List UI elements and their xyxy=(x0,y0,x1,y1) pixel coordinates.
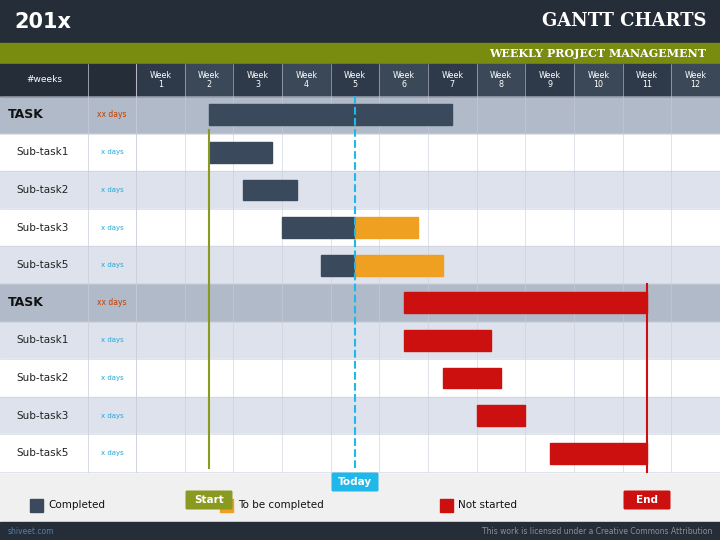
Bar xyxy=(0,96,720,472)
Text: #weeks: #weeks xyxy=(26,76,62,84)
Bar xyxy=(0,246,720,284)
Text: To be completed: To be completed xyxy=(238,500,324,510)
FancyBboxPatch shape xyxy=(624,490,670,510)
Bar xyxy=(443,368,501,388)
Text: TASK: TASK xyxy=(8,296,44,309)
Bar xyxy=(0,322,720,359)
Bar xyxy=(0,171,720,209)
Bar xyxy=(30,498,43,511)
Bar xyxy=(355,255,443,275)
Text: GANTT CHARTS: GANTT CHARTS xyxy=(541,12,706,30)
Text: Today: Today xyxy=(338,477,372,487)
Bar xyxy=(0,133,720,171)
Bar xyxy=(526,64,574,96)
Bar xyxy=(623,64,671,96)
Bar xyxy=(0,434,720,472)
Text: 201x: 201x xyxy=(14,11,71,31)
Bar xyxy=(404,293,647,313)
Bar xyxy=(233,64,282,96)
Text: Week
3: Week 3 xyxy=(247,71,269,89)
Text: Sub-task3: Sub-task3 xyxy=(16,222,68,233)
Text: TASK: TASK xyxy=(8,109,44,122)
Text: This work is licensed under a Creative Commons Attribution: This work is licensed under a Creative C… xyxy=(482,526,712,536)
Text: x days: x days xyxy=(101,150,123,156)
Text: x days: x days xyxy=(101,375,123,381)
Text: Week
5: Week 5 xyxy=(344,71,366,89)
Bar xyxy=(209,142,272,163)
Text: Sub-task5: Sub-task5 xyxy=(16,260,68,270)
Bar xyxy=(404,330,491,351)
Text: x days: x days xyxy=(101,262,123,268)
Bar xyxy=(0,64,136,96)
Text: Week
11: Week 11 xyxy=(636,71,658,89)
Text: WEEKLY PROJECT MANAGEMENT: WEEKLY PROJECT MANAGEMENT xyxy=(489,48,706,59)
Text: Week
12: Week 12 xyxy=(685,71,707,89)
Text: Sub-task5: Sub-task5 xyxy=(16,448,68,458)
Text: End: End xyxy=(636,495,658,505)
Bar xyxy=(549,443,647,463)
Text: Week
10: Week 10 xyxy=(588,71,609,89)
Bar xyxy=(0,0,720,43)
Bar xyxy=(0,359,720,397)
Bar xyxy=(477,64,526,96)
Text: Not started: Not started xyxy=(458,500,517,510)
Text: Sub-task1: Sub-task1 xyxy=(16,147,68,157)
Bar xyxy=(440,498,453,511)
Bar xyxy=(477,405,526,426)
Bar xyxy=(379,64,428,96)
Text: x days: x days xyxy=(101,413,123,418)
Text: Week
9: Week 9 xyxy=(539,71,561,89)
Text: xx days: xx days xyxy=(97,110,127,119)
Text: Week
7: Week 7 xyxy=(441,71,464,89)
Bar xyxy=(428,64,477,96)
Bar xyxy=(0,397,720,434)
Bar xyxy=(220,498,233,511)
Bar xyxy=(184,64,233,96)
Text: x days: x days xyxy=(101,225,123,231)
Text: Week
8: Week 8 xyxy=(490,71,512,89)
Bar xyxy=(0,209,720,246)
Text: Completed: Completed xyxy=(48,500,105,510)
Text: Sub-task2: Sub-task2 xyxy=(16,373,68,383)
Text: Week
1: Week 1 xyxy=(149,71,171,89)
Bar xyxy=(243,180,297,200)
Bar xyxy=(671,64,720,96)
Bar xyxy=(136,64,184,96)
Text: Sub-task2: Sub-task2 xyxy=(16,185,68,195)
Text: Sub-task1: Sub-task1 xyxy=(16,335,68,346)
Text: Week
4: Week 4 xyxy=(295,71,318,89)
Bar xyxy=(355,217,418,238)
Bar xyxy=(0,43,720,64)
Bar xyxy=(282,64,330,96)
Bar xyxy=(0,522,720,540)
Bar xyxy=(574,64,623,96)
Text: Sub-task3: Sub-task3 xyxy=(16,410,68,421)
Text: xx days: xx days xyxy=(97,298,127,307)
Bar xyxy=(0,284,720,322)
Text: Week
2: Week 2 xyxy=(198,71,220,89)
Bar xyxy=(0,96,720,133)
Text: x days: x days xyxy=(101,450,123,456)
Text: Start: Start xyxy=(194,495,224,505)
Text: Week
6: Week 6 xyxy=(392,71,415,89)
Bar xyxy=(282,217,355,238)
Text: x days: x days xyxy=(101,338,123,343)
FancyBboxPatch shape xyxy=(186,490,233,510)
Bar xyxy=(330,64,379,96)
Bar xyxy=(209,104,452,125)
FancyBboxPatch shape xyxy=(331,472,379,491)
Text: shiveet.com: shiveet.com xyxy=(8,526,55,536)
Text: x days: x days xyxy=(101,187,123,193)
Bar xyxy=(321,255,355,275)
